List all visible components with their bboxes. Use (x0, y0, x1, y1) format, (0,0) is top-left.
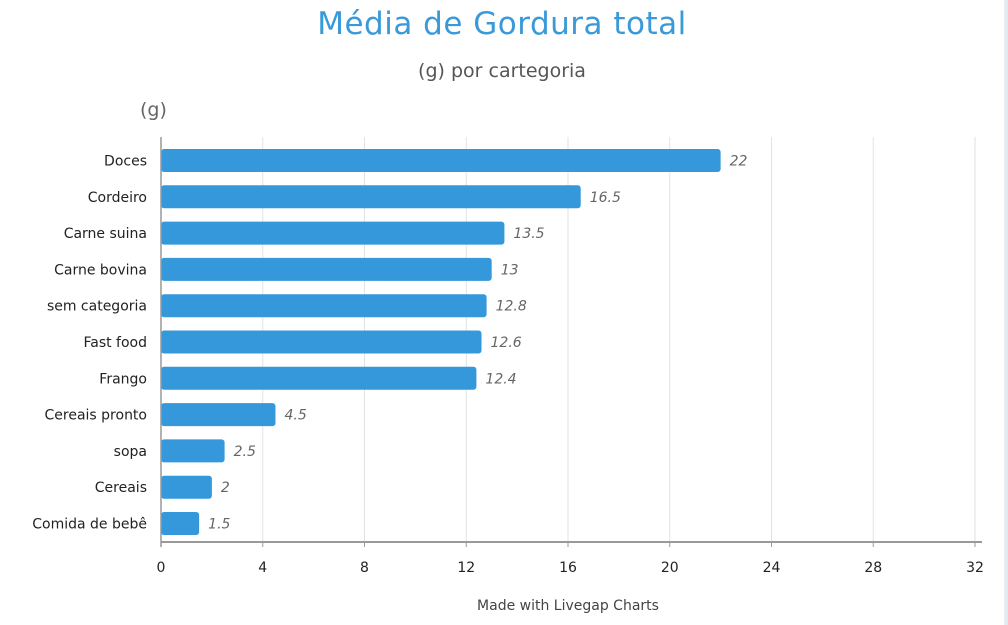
x-tick-label: 8 (360, 560, 369, 576)
value-label: 2.5 (234, 444, 256, 460)
value-label: 13.5 (513, 226, 544, 242)
credit-text: Made with Livegap Charts (477, 598, 659, 614)
bar (161, 366, 477, 390)
bar (161, 294, 487, 318)
x-tick-label: 24 (763, 560, 781, 576)
x-tick-label: 28 (864, 560, 882, 576)
category-label: Carne suina (64, 226, 147, 242)
chart-subtitle: (g) por cartegoria (418, 60, 586, 82)
bar (161, 149, 721, 172)
category-label: Cordeiro (88, 190, 147, 206)
bar (161, 185, 581, 209)
x-tick-label: 20 (661, 560, 679, 576)
value-label: 16.5 (590, 190, 621, 206)
labels: 0 4 8 12 16 20 24 28 32 Doces 22 Cordeiro 16.5 Carne … (32, 154, 984, 577)
category-label: Frango (99, 371, 147, 387)
x-tick-label: 32 (966, 560, 984, 576)
category-label: Comida de bebê (32, 517, 147, 533)
bar (161, 512, 200, 535)
x-tick-label: 4 (258, 560, 267, 576)
value-label: 4.5 (284, 408, 306, 424)
bar (161, 403, 276, 427)
value-label: 22 (730, 154, 748, 170)
bar (161, 221, 505, 245)
x-tick-label: 16 (559, 560, 577, 576)
bar (161, 257, 492, 281)
x-tick-label: 0 (157, 560, 166, 576)
value-label: 1.5 (208, 517, 230, 533)
value-label: 12.4 (485, 371, 516, 387)
bar (161, 330, 482, 354)
bar (161, 475, 212, 499)
x-tick-label: 12 (457, 560, 475, 576)
category-label: sopa (114, 444, 147, 460)
axis-unit-label: (g) (140, 99, 167, 121)
category-label: Doces (104, 154, 147, 170)
window-edge (1004, 0, 1008, 625)
value-label: 12.8 (496, 299, 527, 315)
bar (161, 439, 225, 463)
value-label: 12.6 (491, 335, 522, 351)
category-label: sem categoria (47, 299, 147, 315)
category-label: Cereais pronto (45, 408, 148, 424)
value-label: 2 (221, 480, 230, 496)
bars (161, 149, 721, 535)
axes (160, 137, 982, 547)
category-label: Carne bovina (54, 262, 147, 278)
value-label: 13 (501, 262, 519, 278)
category-label: Fast food (83, 335, 147, 351)
category-label: Cereais (95, 480, 147, 496)
chart-title: Média de Gordura total (317, 6, 687, 42)
